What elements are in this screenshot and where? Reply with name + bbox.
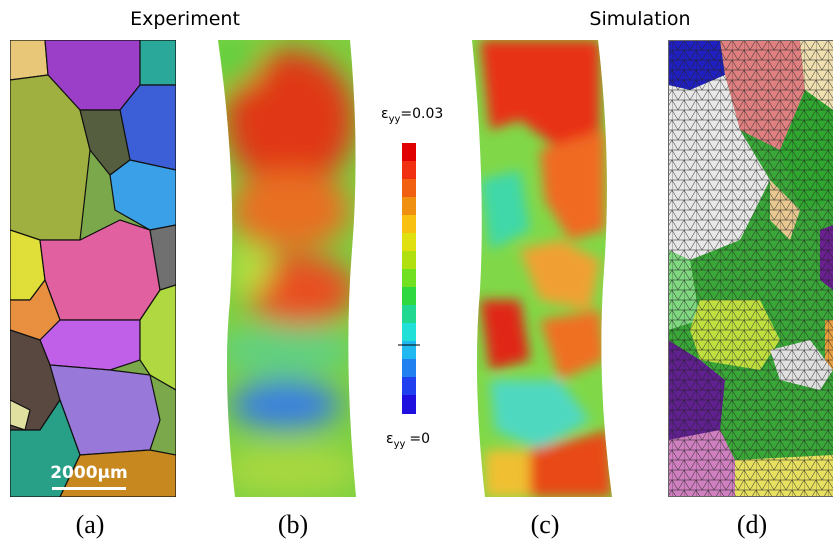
simulation-mesh xyxy=(668,40,833,497)
strain-field-simulation xyxy=(465,40,620,500)
panel-label: (a) xyxy=(76,510,105,539)
colorbar-min-label: εyy=0 xyxy=(386,431,430,450)
panel-label: (b) xyxy=(278,510,308,539)
scale-bar-label: 2000μm xyxy=(50,463,128,483)
figure: Experiment Simulation 2000μm xyxy=(0,0,833,548)
strain-field-experiment xyxy=(210,35,370,500)
subscript: yy xyxy=(394,439,406,450)
value: =0 xyxy=(409,431,430,447)
grain-map xyxy=(10,40,176,497)
colorbar-max-label: εyy=0.03 xyxy=(381,106,443,125)
symbol: ε xyxy=(381,106,389,122)
header-simulation: Simulation xyxy=(589,8,690,30)
panel-label: (d) xyxy=(737,510,767,539)
symbol: ε xyxy=(386,431,394,447)
header-experiment: Experiment xyxy=(130,8,240,30)
panel-label: (c) xyxy=(531,510,560,539)
value: =0.03 xyxy=(400,106,443,122)
scale-bar xyxy=(52,487,126,490)
page: Experiment Simulation 2000μm xyxy=(0,0,833,548)
subscript: yy xyxy=(389,114,401,125)
colorbar xyxy=(398,143,420,414)
